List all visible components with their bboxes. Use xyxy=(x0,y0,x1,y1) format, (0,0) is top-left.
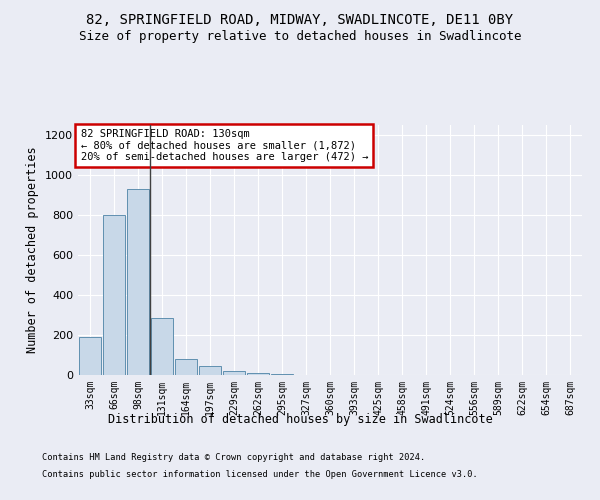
Text: Size of property relative to detached houses in Swadlincote: Size of property relative to detached ho… xyxy=(79,30,521,43)
Text: Distribution of detached houses by size in Swadlincote: Distribution of detached houses by size … xyxy=(107,412,493,426)
Bar xyxy=(127,189,149,375)
Text: 82 SPRINGFIELD ROAD: 130sqm
← 80% of detached houses are smaller (1,872)
20% of : 82 SPRINGFIELD ROAD: 130sqm ← 80% of det… xyxy=(80,128,368,162)
Text: Contains public sector information licensed under the Open Government Licence v3: Contains public sector information licen… xyxy=(42,470,478,479)
Bar xyxy=(151,318,173,375)
Bar xyxy=(103,215,125,375)
Bar xyxy=(79,337,101,375)
Y-axis label: Number of detached properties: Number of detached properties xyxy=(26,146,40,354)
Bar xyxy=(175,359,197,375)
Text: 82, SPRINGFIELD ROAD, MIDWAY, SWADLINCOTE, DE11 0BY: 82, SPRINGFIELD ROAD, MIDWAY, SWADLINCOT… xyxy=(86,12,514,26)
Bar xyxy=(223,371,245,375)
Text: Contains HM Land Registry data © Crown copyright and database right 2024.: Contains HM Land Registry data © Crown c… xyxy=(42,452,425,462)
Bar xyxy=(247,372,269,375)
Bar xyxy=(271,374,293,375)
Bar xyxy=(199,366,221,375)
